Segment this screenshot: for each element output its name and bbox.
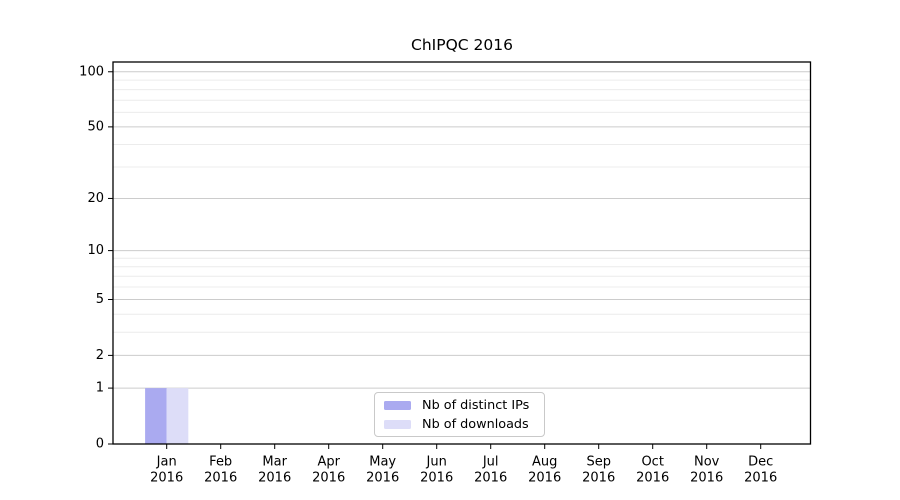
downloads-swatch xyxy=(384,419,411,429)
y-tick-label: 50 xyxy=(87,119,104,134)
y-tick-label: 0 xyxy=(96,437,104,452)
y-tick-label: 2 xyxy=(96,348,104,363)
x-tick-label-month: Nov xyxy=(694,455,720,470)
legend: Nb of distinct IPs Nb of downloads xyxy=(374,392,545,437)
bar-downloads xyxy=(166,388,189,444)
x-tick-label-year: 2016 xyxy=(258,471,291,486)
x-tick-label-year: 2016 xyxy=(528,471,561,486)
x-tick-label-month: Feb xyxy=(209,455,232,470)
x-tick-label-year: 2016 xyxy=(312,471,345,486)
x-tick-label-month: Aug xyxy=(532,455,557,470)
y-tick-label: 20 xyxy=(87,191,104,206)
x-tick-label-month: Mar xyxy=(262,455,287,470)
y-tick-label: 100 xyxy=(79,64,104,79)
y-tick-label: 1 xyxy=(96,381,104,396)
x-tick-label-year: 2016 xyxy=(204,471,237,486)
y-axis-labels: 0 1 2 5 10 20 50 100 xyxy=(79,64,104,451)
x-tick-label-year: 2016 xyxy=(474,471,507,486)
legend-label: Nb of downloads xyxy=(422,416,529,432)
x-axis-ticks xyxy=(166,444,762,449)
x-tick-label-month: Jun xyxy=(426,455,447,470)
distinct-ips-swatch xyxy=(384,400,411,410)
major-gridlines xyxy=(113,71,811,389)
x-tick-label-month: May xyxy=(369,455,396,470)
x-tick-label-month: Jul xyxy=(482,455,499,470)
x-tick-label-month: Apr xyxy=(317,455,340,470)
x-tick-label-month: Sep xyxy=(586,455,611,470)
x-tick-label-year: 2016 xyxy=(582,471,615,486)
x-axis-labels: Jan2016Feb2016Mar2016Apr2016May2016Jun20… xyxy=(150,455,777,486)
x-tick-label-year: 2016 xyxy=(150,471,183,486)
legend-entry: Nb of distinct IPs xyxy=(375,398,544,413)
axes-frame xyxy=(112,61,812,445)
bars xyxy=(145,388,189,444)
x-tick-label-month: Dec xyxy=(748,455,773,470)
y-tick-label: 10 xyxy=(87,243,104,258)
x-tick-label-year: 2016 xyxy=(690,471,723,486)
plot-border xyxy=(112,61,812,445)
x-tick-label-year: 2016 xyxy=(744,471,777,486)
legend-label: Nb of distinct IPs xyxy=(422,397,530,413)
minor-gridlines xyxy=(113,79,811,333)
x-tick-label-year: 2016 xyxy=(636,471,669,486)
y-tick-label: 5 xyxy=(96,292,104,307)
x-tick-label-year: 2016 xyxy=(420,471,453,486)
x-tick-label-year: 2016 xyxy=(366,471,399,486)
chart-title: ChIPQC 2016 xyxy=(411,36,513,54)
x-tick-label-month: Oct xyxy=(641,455,663,470)
x-tick-label-month: Jan xyxy=(156,455,177,470)
bar-distinct-ips xyxy=(145,388,167,444)
y-axis-ticks xyxy=(108,71,113,445)
legend-entry: Nb of downloads xyxy=(375,417,544,432)
